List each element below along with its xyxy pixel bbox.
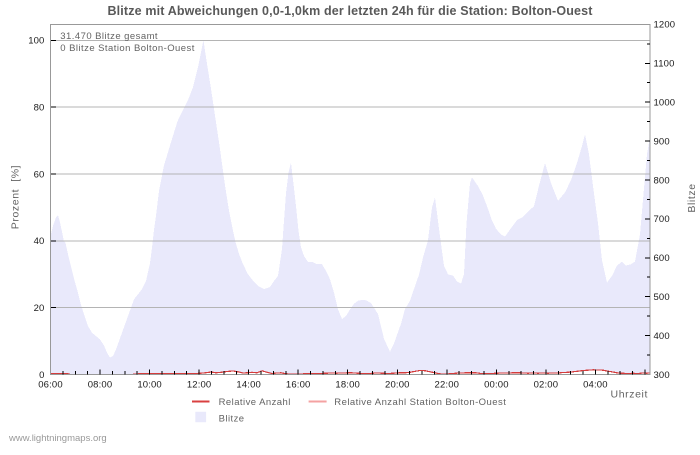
svg-text:Uhrzeit: Uhrzeit bbox=[611, 389, 648, 401]
svg-text:0: 0 bbox=[39, 370, 44, 381]
svg-text:0 Blitze Station Bolton-Ouest: 0 Blitze Station Bolton-Ouest bbox=[60, 43, 195, 54]
svg-text:02:00: 02:00 bbox=[534, 379, 559, 390]
svg-text:1200: 1200 bbox=[654, 20, 676, 31]
svg-text:00:00: 00:00 bbox=[484, 379, 509, 390]
svg-text:400: 400 bbox=[654, 331, 670, 342]
svg-text:14:00: 14:00 bbox=[236, 379, 261, 390]
svg-text:18:00: 18:00 bbox=[335, 379, 360, 390]
svg-text:20:00: 20:00 bbox=[385, 379, 410, 390]
svg-text:80: 80 bbox=[34, 103, 45, 114]
svg-text:06:00: 06:00 bbox=[38, 379, 63, 390]
svg-text:1100: 1100 bbox=[654, 59, 675, 70]
svg-text:800: 800 bbox=[654, 175, 670, 186]
svg-text:31.470 Blitze gesamt: 31.470 Blitze gesamt bbox=[60, 31, 158, 42]
svg-text:www.lightningmaps.org: www.lightningmaps.org bbox=[8, 433, 107, 444]
svg-text:16:00: 16:00 bbox=[286, 379, 311, 390]
svg-text:Blitze: Blitze bbox=[686, 183, 698, 212]
svg-text:20: 20 bbox=[34, 303, 45, 314]
svg-text:Prozent [%]: Prozent [%] bbox=[10, 165, 22, 229]
svg-text:60: 60 bbox=[34, 169, 45, 180]
svg-text:40: 40 bbox=[34, 236, 45, 247]
svg-text:100: 100 bbox=[28, 36, 44, 47]
svg-text:300: 300 bbox=[654, 370, 670, 381]
svg-text:Relative Anzahl Station Bolton: Relative Anzahl Station Bolton-Ouest bbox=[334, 397, 506, 408]
svg-text:Blitze mit Abweichungen 0,0-1,: Blitze mit Abweichungen 0,0-1,0km der le… bbox=[107, 4, 593, 18]
svg-text:08:00: 08:00 bbox=[88, 379, 113, 390]
svg-text:700: 700 bbox=[654, 214, 670, 225]
svg-text:1000: 1000 bbox=[654, 98, 676, 109]
svg-text:600: 600 bbox=[654, 253, 670, 264]
svg-text:22:00: 22:00 bbox=[435, 379, 460, 390]
svg-text:12:00: 12:00 bbox=[187, 379, 212, 390]
svg-text:04:00: 04:00 bbox=[583, 379, 608, 390]
svg-text:10:00: 10:00 bbox=[137, 379, 162, 390]
svg-text:900: 900 bbox=[654, 136, 670, 147]
svg-text:500: 500 bbox=[654, 292, 670, 303]
svg-text:Blitze: Blitze bbox=[219, 414, 245, 425]
svg-text:Relative Anzahl: Relative Anzahl bbox=[219, 397, 291, 408]
